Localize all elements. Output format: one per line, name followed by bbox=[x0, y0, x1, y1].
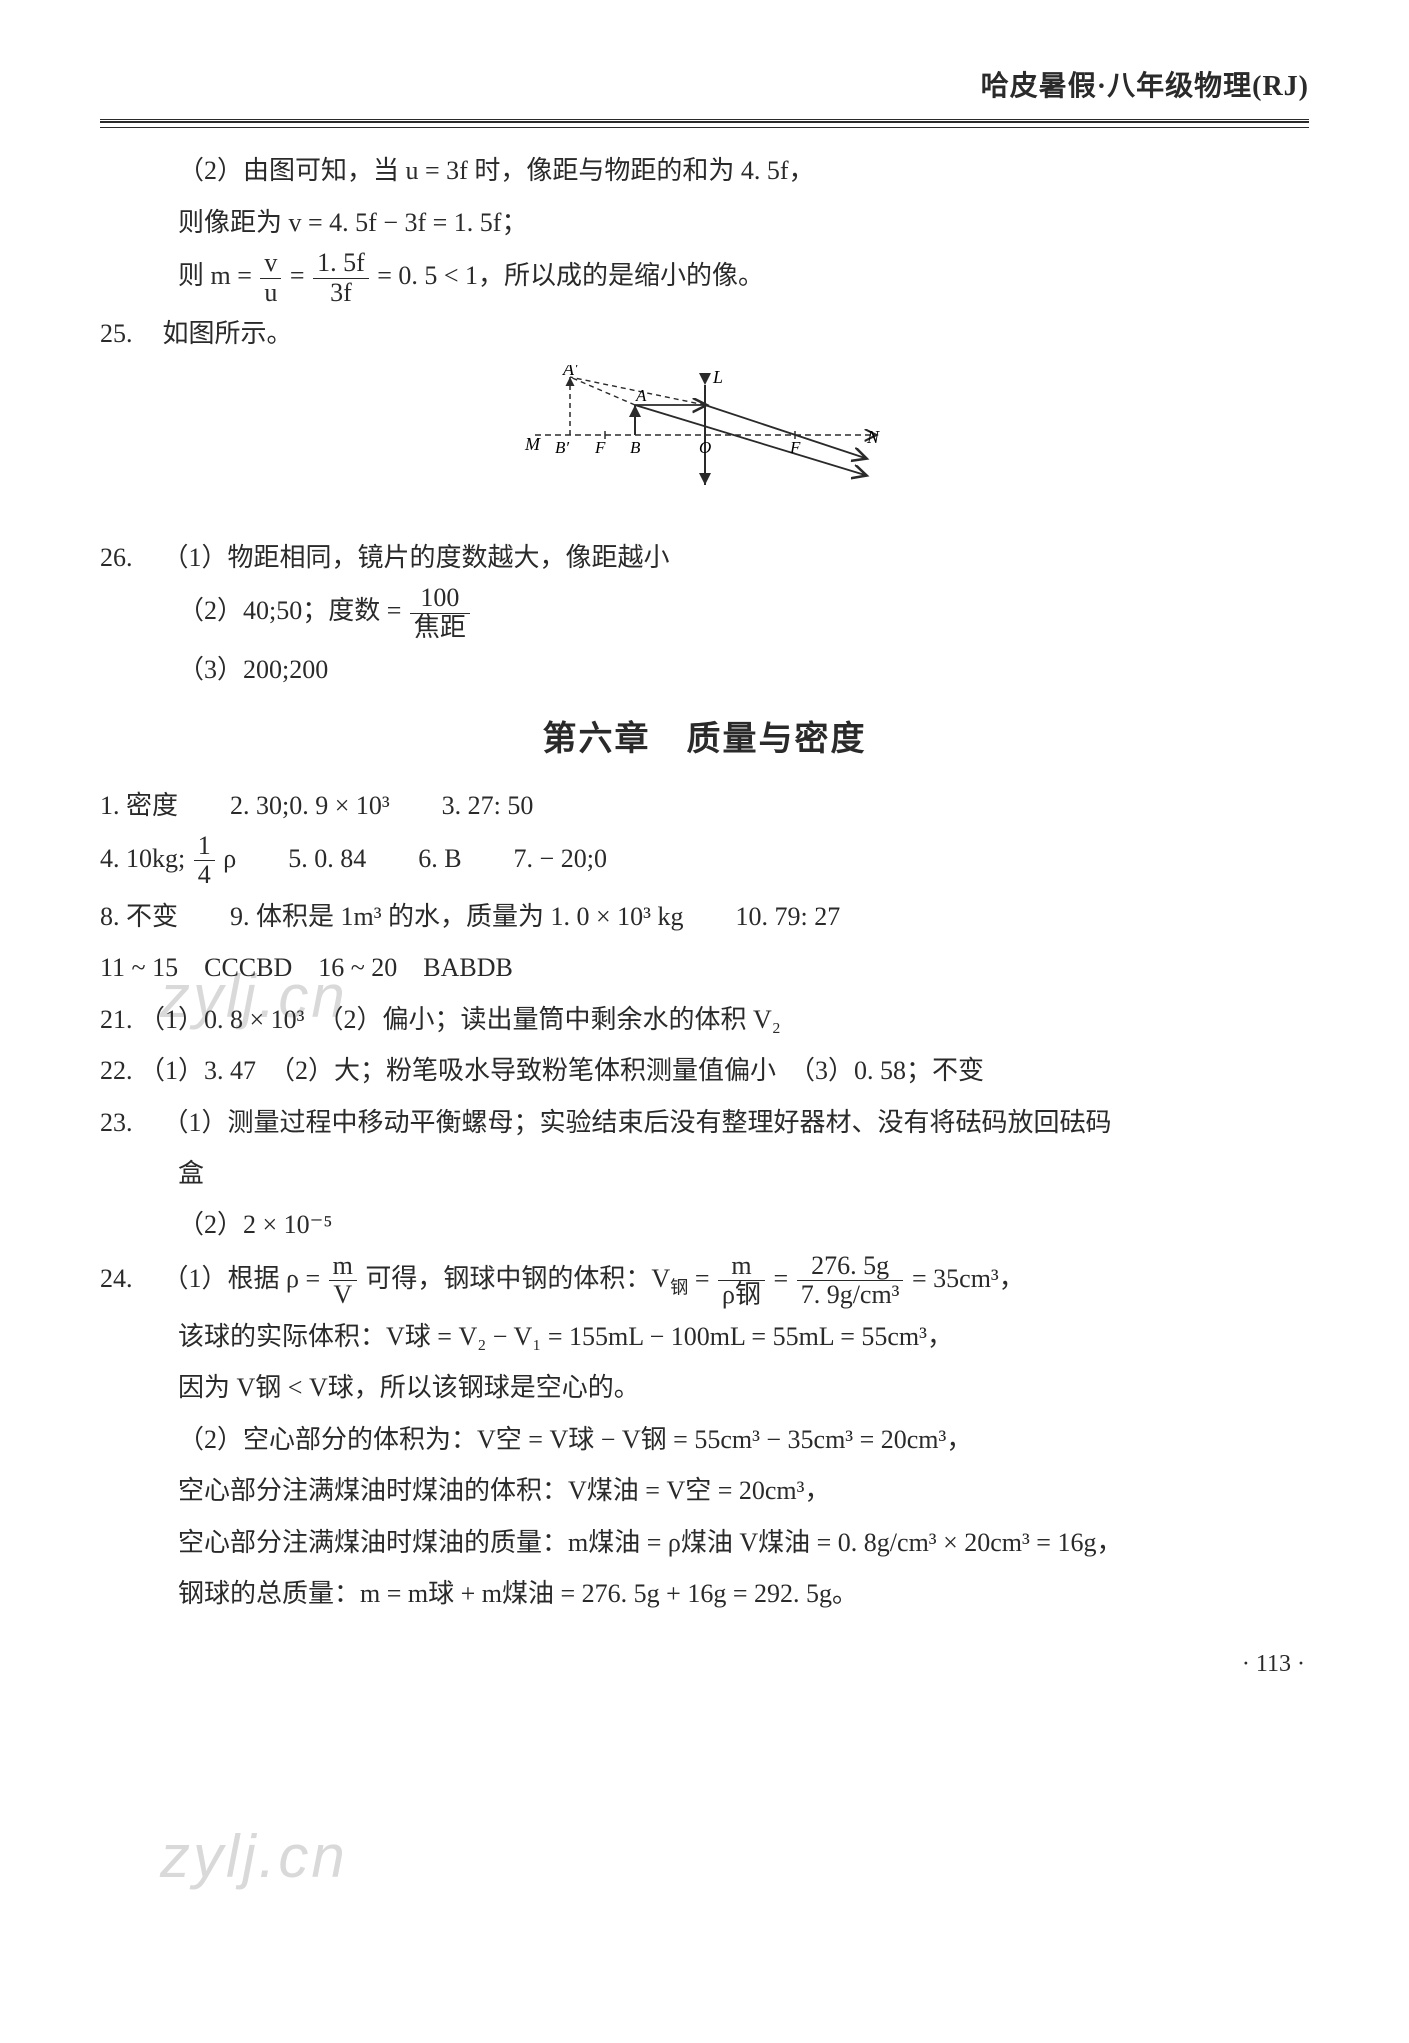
text: （2）40;50；度数 = bbox=[178, 596, 401, 625]
fraction: m ρ钢 bbox=[718, 1252, 765, 1310]
fraction: v u bbox=[260, 249, 281, 307]
ray2 bbox=[635, 405, 865, 475]
ch6-r1: 1. 密度 2. 30;0. 9 × 10³ 3. 27: 50 bbox=[100, 781, 1309, 830]
ch6-r8-line1: 24. （1）根据 ρ = m V 可得，钢球中钢的体积：V钢 = m ρ钢 =… bbox=[100, 1252, 1309, 1310]
page-content: 哈皮暑假·八年级物理(RJ) （2）由图可知，当 u = 3f 时，像距与物距的… bbox=[100, 60, 1309, 1688]
label-L: L bbox=[712, 367, 723, 387]
page-header: 哈皮暑假·八年级物理(RJ) bbox=[100, 60, 1309, 128]
label-Bprime: B′ bbox=[555, 438, 569, 457]
text: = bbox=[695, 1264, 710, 1293]
q26-line2: （2）40;50；度数 = 100 焦距 bbox=[100, 584, 1309, 642]
q25-diagram: A′ L A M B′ F B O F N bbox=[100, 365, 1309, 521]
ch6-r6: 22. （1）3. 47 （2）大；粉笔吸水导致粉笔体积测量值偏小 （3）0. … bbox=[100, 1046, 1309, 1095]
q24-part2-line1: （2）由图可知，当 u = 3f 时，像距与物距的和为 4. 5f， bbox=[100, 146, 1309, 195]
ch6-r8-line6: 空心部分注满煤油时煤油的质量：m煤油 = ρ煤油 V煤油 = 0. 8g/cm³… bbox=[100, 1518, 1309, 1567]
ch6-r8-line4: （2）空心部分的体积为：V空 = V球 − V钢 = 55cm³ − 35cm³… bbox=[100, 1415, 1309, 1464]
fraction: 100 焦距 bbox=[410, 584, 470, 642]
label-F1: F bbox=[594, 438, 606, 457]
text: （1）测量过程中移动平衡螺母；实验结束后没有整理好器材、没有将砝码放回砝码 bbox=[163, 1108, 1112, 1137]
lens-diagram-svg: A′ L A M B′ F B O F N bbox=[485, 365, 925, 505]
ch6-r7-line2: 盒 bbox=[100, 1149, 1309, 1198]
ch6-r5: 21. （1）0. 8 × 10³ （2）偏小；读出量筒中剩余水的体积 V₂ bbox=[100, 995, 1309, 1044]
text: （1）根据 ρ = bbox=[163, 1264, 321, 1293]
text: 可得，钢球中钢的体积：V bbox=[365, 1264, 670, 1293]
text: 4. 10kg; bbox=[100, 844, 185, 873]
q24-part2-line3: 则 m = v u = 1. 5f 3f = 0. 5 < 1，所以成的是缩小的… bbox=[100, 249, 1309, 307]
text: ρ 5. 0. 84 6. B 7. − 20;0 bbox=[223, 844, 607, 873]
q23-num: 23. bbox=[100, 1098, 156, 1147]
fraction: m V bbox=[329, 1252, 357, 1310]
watermark: zylj.cn bbox=[160, 1800, 348, 1914]
q25-text: 如图所示。 bbox=[163, 319, 293, 348]
ch6-r8-line7: 钢球的总质量：m = m球 + m煤油 = 276. 5g + 16g = 29… bbox=[100, 1569, 1309, 1618]
ch6-r7-line3: （2）2 × 10⁻⁵ bbox=[100, 1200, 1309, 1249]
q26-num: 26. bbox=[100, 533, 156, 582]
ray2-back bbox=[570, 377, 635, 405]
text: （1）物距相同，镜片的度数越大，像距越小 bbox=[163, 543, 670, 572]
text: = bbox=[290, 261, 305, 290]
q24-num: 24. bbox=[100, 1254, 156, 1303]
fraction: 276. 5g 7. 9g/cm³ bbox=[797, 1252, 904, 1310]
ch6-r4: 11 ~ 15 CCCBD 16 ~ 20 BABDB bbox=[100, 943, 1309, 992]
ch6-r7-line1: 23. （1）测量过程中移动平衡螺母；实验结束后没有整理好器材、没有将砝码放回砝… bbox=[100, 1098, 1309, 1147]
ch6-r2: 4. 10kg; 1 4 ρ 5. 0. 84 6. B 7. − 20;0 bbox=[100, 832, 1309, 890]
label-B: B bbox=[630, 438, 641, 457]
ch6-r8-line2: 该球的实际体积：V球 = V₂ − V₁ = 155mL − 100mL = 5… bbox=[100, 1312, 1309, 1361]
label-O: O bbox=[699, 438, 711, 457]
label-M: M bbox=[524, 434, 541, 454]
text: = 35cm³， bbox=[912, 1264, 1025, 1293]
q26-line1: 26. （1）物距相同，镜片的度数越大，像距越小 bbox=[100, 533, 1309, 582]
text: = 0. 5 < 1，所以成的是缩小的像。 bbox=[377, 261, 764, 290]
text: = bbox=[774, 1264, 789, 1293]
fraction: 1 4 bbox=[194, 832, 215, 890]
header-title: 哈皮暑假·八年级物理(RJ) bbox=[100, 60, 1309, 119]
page-number: · 113 · bbox=[100, 1642, 1309, 1688]
label-A: A bbox=[635, 386, 647, 405]
sub: 钢 bbox=[670, 1277, 688, 1297]
q24-part2-line2: 则像距为 v = 4. 5f − 3f = 1. 5f； bbox=[100, 198, 1309, 247]
q26-line3: （3）200;200 bbox=[100, 645, 1309, 694]
q25-num: 25. bbox=[100, 309, 156, 358]
text: 则 m = bbox=[178, 261, 252, 290]
chapter-title: 第六章 质量与密度 bbox=[100, 708, 1309, 773]
fraction: 1. 5f 3f bbox=[313, 249, 369, 307]
label-F2: F bbox=[789, 438, 801, 457]
q25: 25. 如图所示。 bbox=[100, 309, 1309, 358]
ch6-r8-line3: 因为 V钢 < V球，所以该钢球是空心的。 bbox=[100, 1363, 1309, 1412]
label-N: N bbox=[866, 427, 880, 447]
ch6-r8-line5: 空心部分注满煤油时煤油的体积：V煤油 = V空 = 20cm³， bbox=[100, 1466, 1309, 1515]
label-Aprime: A′ bbox=[562, 365, 579, 379]
ch6-r3: 8. 不变 9. 体积是 1m³ 的水，质量为 1. 0 × 10³ kg 10… bbox=[100, 892, 1309, 941]
